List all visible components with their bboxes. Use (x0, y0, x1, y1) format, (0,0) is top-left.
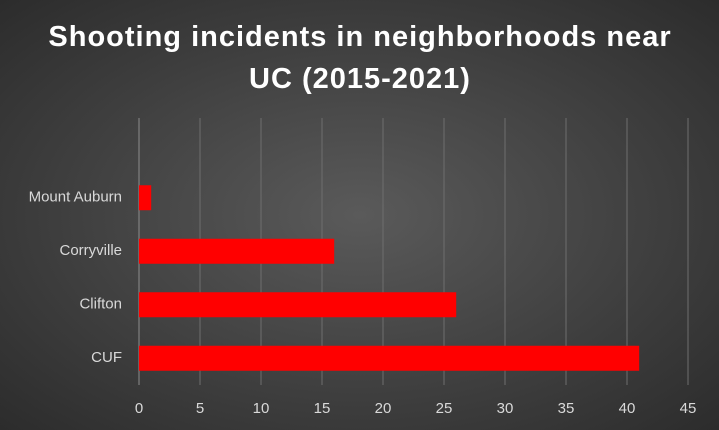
chart-title: Shooting incidents in neighborhoods near… (48, 21, 672, 95)
x-tick-label: 10 (253, 400, 270, 417)
x-tick-label: 5 (196, 400, 204, 417)
x-tick-label: 0 (135, 400, 143, 417)
bar (139, 292, 457, 318)
x-tick-label: 25 (436, 400, 453, 417)
bar (139, 185, 152, 211)
y-tick-label: Corryville (59, 242, 122, 259)
y-tick-label: CUF (91, 349, 122, 366)
x-tick-label: 30 (497, 400, 514, 417)
x-tick-label: 45 (680, 400, 697, 417)
y-tick-label: Mount Auburn (29, 189, 122, 206)
x-tick-label: 40 (619, 400, 636, 417)
bar (139, 238, 335, 264)
x-tick-label: 20 (375, 400, 392, 417)
x-tick-label: 35 (558, 400, 575, 417)
bar (139, 345, 640, 371)
y-tick-label: Clifton (79, 296, 122, 313)
x-tick-label: 15 (314, 400, 331, 417)
